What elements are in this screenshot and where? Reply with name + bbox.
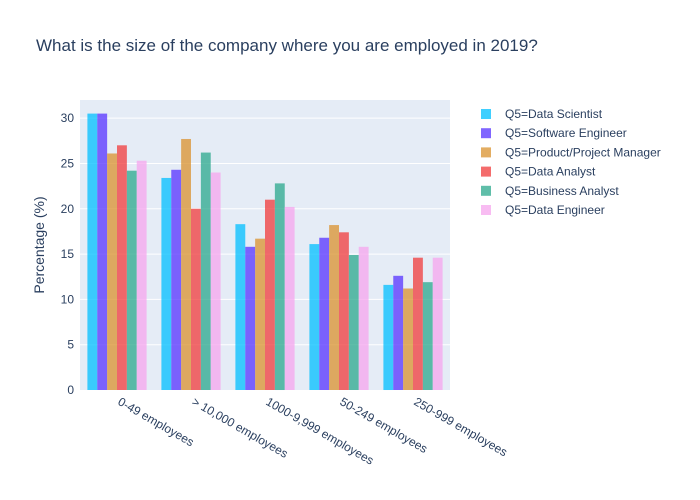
x-tick-label: 0-49 employees (116, 394, 197, 449)
bar-5-3[interactable] (358, 246, 369, 390)
y-axis-label: Percentage (%) (31, 196, 47, 293)
bar-0-0[interactable] (87, 113, 98, 390)
y-tick-label: 10 (61, 292, 75, 306)
bar-5-1[interactable] (210, 172, 221, 391)
legend-item-label[interactable]: Q5=Data Scientist (505, 107, 603, 121)
bar-2-1[interactable] (181, 138, 191, 390)
y-tick-label: 5 (67, 338, 74, 352)
bar-3-4[interactable] (413, 257, 423, 390)
legend-item-label[interactable]: Q5=Data Engineer (505, 203, 605, 217)
legend-swatch[interactable] (481, 109, 491, 119)
y-tick-label: 0 (67, 383, 74, 397)
bar-2-4[interactable] (403, 288, 413, 391)
bar-1-0[interactable] (97, 113, 108, 390)
bar-0-2[interactable] (235, 224, 246, 390)
bar-0-1[interactable] (161, 177, 172, 390)
bar-5-0[interactable] (136, 160, 147, 390)
bar-1-2[interactable] (245, 246, 256, 390)
y-tick-label: 15 (61, 247, 75, 261)
bar-1-4[interactable] (393, 275, 404, 390)
legend-item-label[interactable]: Q5=Business Analyst (505, 184, 619, 198)
y-tick-label: 20 (61, 202, 75, 216)
legend[interactable]: Q5=Data Scientist Q5=Software Engineer Q5=… (481, 107, 661, 217)
legend-item-label[interactable]: Q5=Data Analyst (505, 165, 596, 179)
bar-3-2[interactable] (265, 199, 275, 390)
bar-2-2[interactable] (255, 238, 265, 390)
y-tick-label: 30 (61, 111, 75, 125)
legend-swatch[interactable] (481, 205, 491, 215)
legend-item-label[interactable]: Q5=Software Engineer (505, 126, 627, 140)
x-axis-ticks: 0-49 employees> 10,000 employees1000-9,9… (116, 394, 510, 467)
bar-0-3[interactable] (309, 244, 320, 390)
legend-swatch[interactable] (481, 128, 491, 139)
legend-item-label[interactable]: Q5=Product/Project Manager (505, 145, 661, 159)
bars (87, 113, 443, 391)
bar-4-0[interactable] (126, 170, 137, 390)
bar-2-0[interactable] (107, 153, 117, 390)
legend-swatch[interactable] (481, 166, 491, 177)
bar-0-4[interactable] (383, 284, 394, 391)
chart-title: What is the size of the company where yo… (36, 36, 538, 55)
bar-4-1[interactable] (200, 152, 211, 390)
bar-1-1[interactable] (171, 169, 182, 390)
bar-4-4[interactable] (422, 282, 433, 390)
bar-4-2[interactable] (274, 183, 285, 391)
bar-5-4[interactable] (432, 257, 443, 390)
legend-swatch[interactable] (481, 185, 491, 196)
bar-3-1[interactable] (191, 208, 201, 390)
bar-1-3[interactable] (319, 237, 330, 390)
legend-swatch[interactable] (481, 147, 491, 158)
y-tick-label: 25 (61, 156, 75, 170)
bar-2-3[interactable] (329, 225, 339, 390)
bar-5-2[interactable] (284, 206, 295, 390)
y-axis-ticks: 0 5 10 15 20 25 30 (61, 111, 75, 397)
bar-3-0[interactable] (117, 145, 127, 390)
bar-3-3[interactable] (339, 232, 349, 390)
bar-4-3[interactable] (348, 254, 359, 390)
